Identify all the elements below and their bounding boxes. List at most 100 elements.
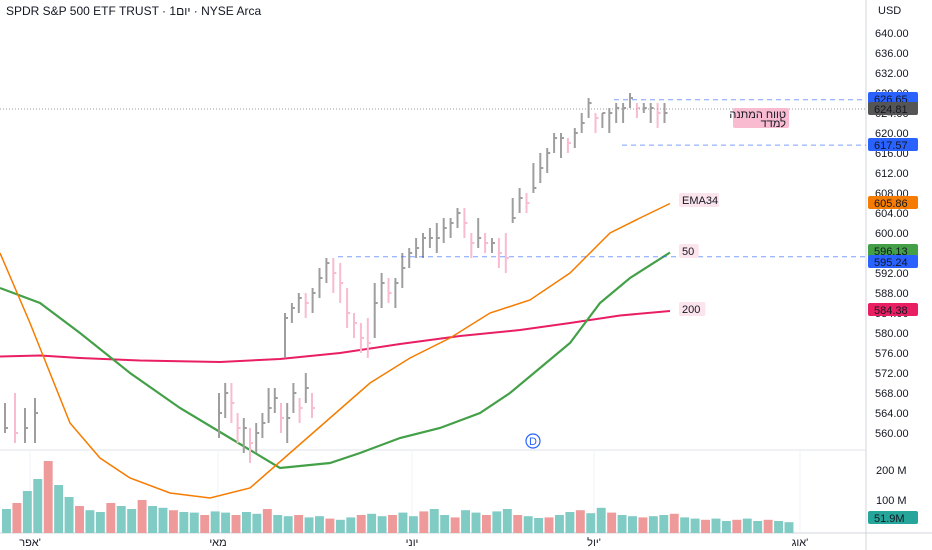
y-tick-label: 636.00: [875, 48, 909, 60]
ohlc-bar: [608, 108, 613, 133]
ohlc-bar: [408, 248, 413, 268]
volume-bar: [774, 521, 784, 533]
ohlc-bar: [442, 218, 447, 243]
range-annotation-text: טווח המתנה: [729, 109, 786, 121]
volume-bar: [304, 517, 314, 533]
volume-bar: [659, 515, 669, 533]
sma200-label-text: 200: [682, 304, 700, 316]
sma200-label-box: [679, 302, 706, 316]
ohlc-bar: [373, 283, 378, 338]
last-price-tag-text: 624.81: [874, 104, 908, 116]
ohlc-bar: [284, 313, 288, 358]
ohlc-bar: [34, 398, 38, 443]
ohlc-bar: [230, 383, 235, 423]
volume-bar: [106, 503, 116, 533]
volume-bar: [200, 515, 210, 533]
volume-bar: [690, 518, 700, 533]
volume-bar: [429, 509, 439, 533]
volume-tag-box: [868, 511, 918, 524]
ohlc-bar: [311, 393, 315, 418]
ohlc-bar: [435, 223, 440, 253]
ohlc-bar: [553, 133, 558, 153]
low-price-tag: 617.57: [868, 138, 918, 152]
level-price-tag: 595.24: [868, 255, 918, 269]
volume-bar: [534, 518, 544, 533]
ohlc-bar: [14, 393, 18, 443]
sma50-label: 50: [679, 244, 699, 258]
ohlc-bar: [518, 188, 523, 213]
x-tick-label: אוג': [792, 537, 809, 549]
ohlc-bar: [615, 103, 620, 123]
volume-bar: [241, 512, 251, 533]
volume-tick-label: 200 M: [876, 465, 907, 477]
volume-bar: [575, 510, 585, 533]
currency-label: USD: [878, 5, 901, 17]
ohlc-bar: [318, 268, 323, 298]
ohlc-bar: [394, 278, 399, 308]
y-tick-label: 604.00: [875, 208, 909, 220]
ohlc-bar: [267, 388, 272, 423]
ohlc-bar: [428, 228, 433, 248]
ohlc-bar: [484, 233, 489, 253]
x-tick-label: יול': [587, 536, 601, 549]
ohlc-bar: [594, 113, 599, 133]
volume-bar: [565, 512, 575, 533]
volume-bar: [648, 516, 658, 533]
y-tick-label: 572.00: [875, 368, 909, 380]
ohlc-bar: [587, 98, 592, 118]
volume-bar: [628, 516, 637, 533]
range-annotation-text: למדד: [761, 117, 787, 130]
volume-bar: [273, 515, 283, 533]
volume-bar: [408, 516, 418, 533]
ohlc-bar: [580, 113, 585, 133]
ema34-label-box: [679, 193, 719, 207]
volume-bar: [22, 491, 32, 533]
volume-bar: [148, 506, 158, 533]
ohlc-bar: [477, 218, 482, 248]
ema34-price-tag: 605.86: [868, 196, 918, 210]
volume-bar: [419, 511, 429, 533]
ohlc-bar: [525, 193, 530, 213]
ohlc-bar: [325, 258, 330, 283]
ema34-price-tag-box: [868, 196, 918, 209]
volume-bar: [283, 516, 293, 533]
sma200-line: [0, 310, 671, 364]
volume-bar: [669, 513, 679, 533]
volume-bar: [335, 519, 345, 533]
ohlc-bar: [292, 383, 297, 413]
ohlc-bar: [353, 313, 357, 338]
event-marker-text: D: [529, 436, 537, 448]
volume-bar: [262, 509, 272, 533]
volume-bar: [732, 519, 742, 533]
ohlc-bar: [539, 153, 544, 183]
volume-bar: [189, 512, 199, 533]
ohlc-bar: [449, 218, 454, 238]
volume-bar: [356, 515, 366, 533]
last-price-tag: 624.81: [868, 102, 918, 116]
volume-bar: [721, 521, 731, 533]
ohlc-bar: [629, 93, 633, 108]
ohlc-bar: [622, 103, 627, 123]
volume-bar: [711, 518, 721, 533]
volume-bar: [742, 518, 752, 533]
volume-bar: [2, 509, 11, 533]
x-tick-label: מאי: [209, 537, 226, 549]
volume-bar: [617, 515, 627, 533]
ohlc-bar: [311, 288, 316, 313]
ohlc-bar: [504, 233, 509, 273]
event-marker-circle: [525, 433, 541, 449]
volume-bar: [168, 510, 178, 533]
volume-bar: [158, 507, 168, 533]
volume-bar: [54, 485, 64, 533]
last-price-tag-box: [868, 102, 918, 115]
volume-bar: [346, 517, 356, 533]
low-price-tag-box: [868, 138, 918, 151]
volume-bar: [481, 515, 491, 533]
ohlc-bar: [24, 408, 28, 443]
y-tick-label: 640.00: [875, 28, 909, 40]
volume-bar: [75, 506, 84, 533]
ohlc-bar: [456, 208, 461, 228]
ohlc-bar: [242, 418, 247, 453]
ohlc-bar: [497, 238, 502, 268]
